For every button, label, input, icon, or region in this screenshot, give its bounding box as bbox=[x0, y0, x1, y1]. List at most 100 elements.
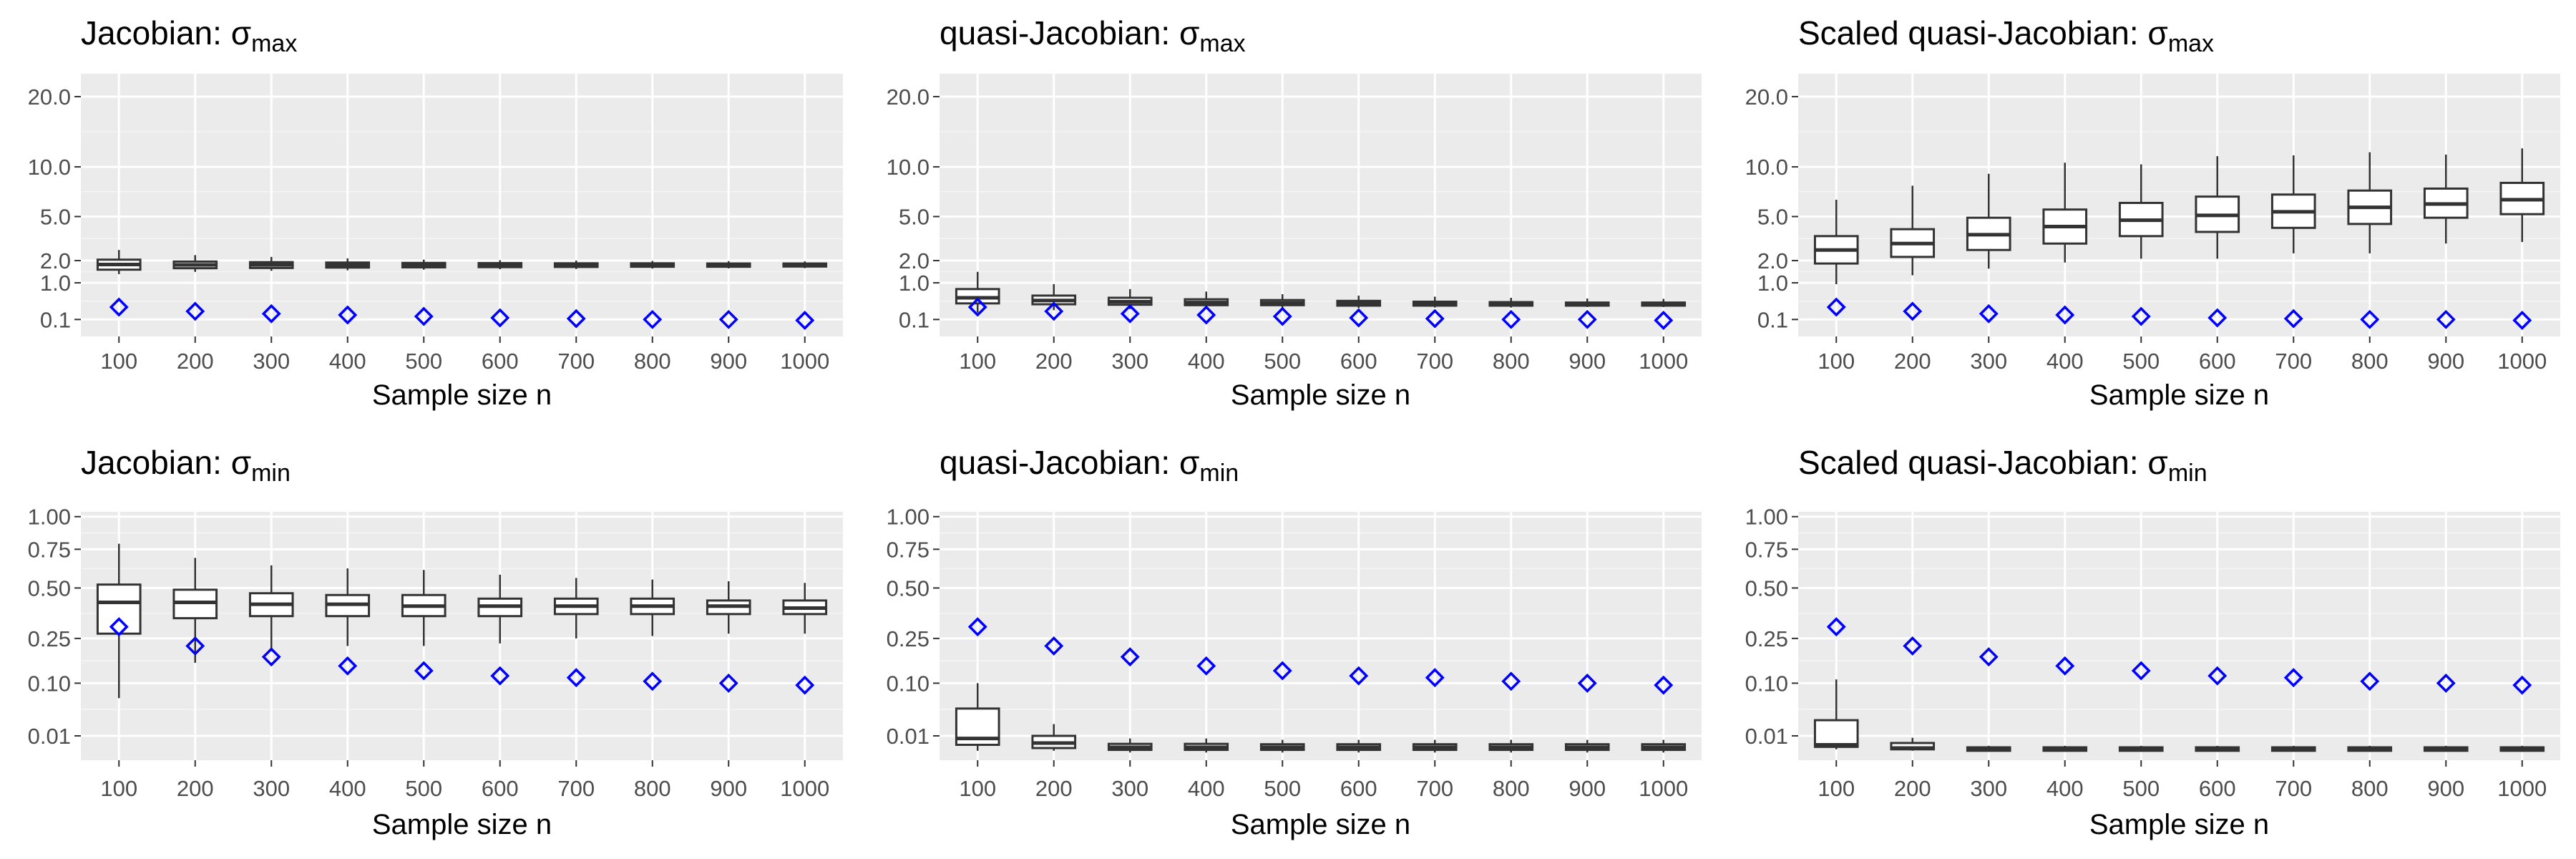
box-300 bbox=[248, 256, 294, 271]
y-tick-label: 1.0 bbox=[1757, 271, 1788, 296]
panel-title: Scaled quasi-Jacobian: σmin bbox=[1798, 444, 2207, 487]
x-tick-label: 800 bbox=[1493, 349, 1530, 374]
y-tick-label: 2.0 bbox=[899, 248, 930, 273]
y-tick-label: 0.25 bbox=[28, 626, 71, 651]
x-tick-label: 600 bbox=[2199, 776, 2236, 801]
x-tick-label: 1000 bbox=[2497, 776, 2547, 801]
diamond-marker-300 bbox=[1120, 304, 1140, 324]
y-tick-label: 20.0 bbox=[887, 84, 930, 110]
diamond-marker-100 bbox=[1826, 617, 1846, 637]
y-tick-label: 5.0 bbox=[1757, 204, 1788, 229]
x-axis-label: Sample size n bbox=[372, 379, 552, 411]
x-tick-label: 900 bbox=[710, 776, 747, 801]
box-700 bbox=[553, 261, 599, 269]
diamond-marker-700 bbox=[566, 668, 586, 688]
y-tick-label: 1.00 bbox=[1745, 505, 1788, 530]
box-100 bbox=[96, 250, 142, 274]
x-tick-label: 200 bbox=[1035, 776, 1073, 801]
diamond-marker-300 bbox=[1120, 647, 1140, 667]
panel-background bbox=[81, 512, 843, 760]
diamond-marker-600 bbox=[2207, 308, 2228, 328]
x-axis-label: Sample size n bbox=[372, 809, 552, 840]
box-400 bbox=[325, 568, 371, 646]
y-tick-label: 0.10 bbox=[887, 671, 930, 696]
box-1000 bbox=[1641, 739, 1687, 753]
x-tick-label: 800 bbox=[2351, 776, 2389, 801]
box-800 bbox=[2347, 152, 2393, 253]
x-tick-label: 600 bbox=[482, 349, 519, 374]
box-200 bbox=[1031, 724, 1077, 751]
diamond-marker-500 bbox=[1272, 306, 1292, 326]
diamond-marker-500 bbox=[414, 306, 434, 326]
y-tick-label: 0.1 bbox=[1757, 307, 1788, 332]
diamond-marker-700 bbox=[1425, 668, 1445, 688]
diamond-marker-200 bbox=[1903, 636, 1923, 656]
x-tick-label: 300 bbox=[253, 776, 290, 801]
x-tick-label: 700 bbox=[1416, 776, 1453, 801]
x-tick-label: 600 bbox=[1340, 349, 1377, 374]
box-200 bbox=[172, 558, 218, 663]
diamond-marker-100 bbox=[1826, 297, 1846, 317]
y-tick-label: 0.01 bbox=[1745, 724, 1788, 749]
box-600 bbox=[477, 260, 523, 270]
box-1000 bbox=[782, 261, 828, 268]
y-tick-label: 5.0 bbox=[40, 204, 71, 229]
x-tick-label: 100 bbox=[959, 349, 996, 374]
diamond-marker-400 bbox=[338, 656, 358, 676]
box-1000 bbox=[2499, 148, 2545, 243]
x-tick-label: 900 bbox=[1568, 776, 1606, 801]
diamond-marker-300 bbox=[1979, 647, 1999, 667]
y-tick-label: 1.00 bbox=[28, 505, 71, 530]
diamond-marker-1000 bbox=[1654, 675, 1674, 695]
y-tick-label: 0.75 bbox=[1745, 537, 1788, 562]
box-200 bbox=[172, 255, 218, 272]
box-600 bbox=[1336, 295, 1382, 309]
box-1000 bbox=[2499, 745, 2545, 752]
diamond-marker-800 bbox=[643, 671, 663, 691]
panel-title: quasi-Jacobian: σmin bbox=[940, 444, 1239, 487]
x-tick-label: 900 bbox=[1568, 349, 1606, 374]
panel-background bbox=[940, 512, 1702, 760]
x-tick-label: 500 bbox=[1264, 776, 1301, 801]
box-900 bbox=[2423, 154, 2469, 244]
box-900 bbox=[2423, 745, 2469, 752]
box-400 bbox=[2042, 745, 2088, 752]
y-tick-label: 0.50 bbox=[887, 576, 930, 601]
x-tick-label: 400 bbox=[2046, 776, 2084, 801]
x-tick-label: 900 bbox=[2427, 349, 2464, 374]
box-500 bbox=[401, 259, 447, 270]
box-800 bbox=[1488, 297, 1534, 308]
box-700 bbox=[2270, 155, 2316, 253]
x-tick-label: 600 bbox=[482, 776, 519, 801]
diamond-marker-700 bbox=[2283, 668, 2303, 688]
y-tick-label: 0.75 bbox=[28, 537, 71, 562]
x-tick-label: 700 bbox=[557, 349, 595, 374]
diamond-marker-500 bbox=[2131, 306, 2151, 326]
panel-4: Jacobian: σmin 1.00 0.75 0.50 0.25 0.10 0.01 10… bbox=[28, 444, 843, 840]
diamond-marker-800 bbox=[2360, 671, 2380, 691]
panel-3: Scaled quasi-Jacobian: σmax 20.0 10.0 5.0 2.… bbox=[1745, 14, 2560, 411]
box-900 bbox=[1564, 299, 1610, 307]
diamond-marker-400 bbox=[2055, 305, 2075, 325]
x-tick-label: 300 bbox=[1970, 349, 2007, 374]
x-tick-label: 1000 bbox=[1639, 776, 1688, 801]
box-800 bbox=[2347, 745, 2393, 752]
x-tick-label: 400 bbox=[1188, 349, 1225, 374]
x-tick-label: 200 bbox=[1894, 349, 1931, 374]
x-tick-label: 400 bbox=[2046, 349, 2084, 374]
x-tick-label: 400 bbox=[329, 349, 366, 374]
y-tick-label: 20.0 bbox=[1745, 84, 1788, 110]
diamond-marker-500 bbox=[2131, 661, 2151, 681]
x-tick-label: 700 bbox=[2275, 776, 2312, 801]
box-200 bbox=[1890, 185, 1936, 276]
diamond-marker-1000 bbox=[1654, 311, 1674, 331]
y-tick-label: 2.0 bbox=[40, 248, 71, 273]
box-600 bbox=[2195, 745, 2240, 752]
y-tick-label: 1.0 bbox=[899, 271, 930, 296]
diamond-marker-800 bbox=[2360, 309, 2380, 329]
y-tick-label: 10.0 bbox=[887, 155, 930, 180]
y-tick-label: 0.50 bbox=[1745, 576, 1788, 601]
x-tick-label: 200 bbox=[177, 349, 214, 374]
diamond-marker-600 bbox=[490, 666, 510, 686]
